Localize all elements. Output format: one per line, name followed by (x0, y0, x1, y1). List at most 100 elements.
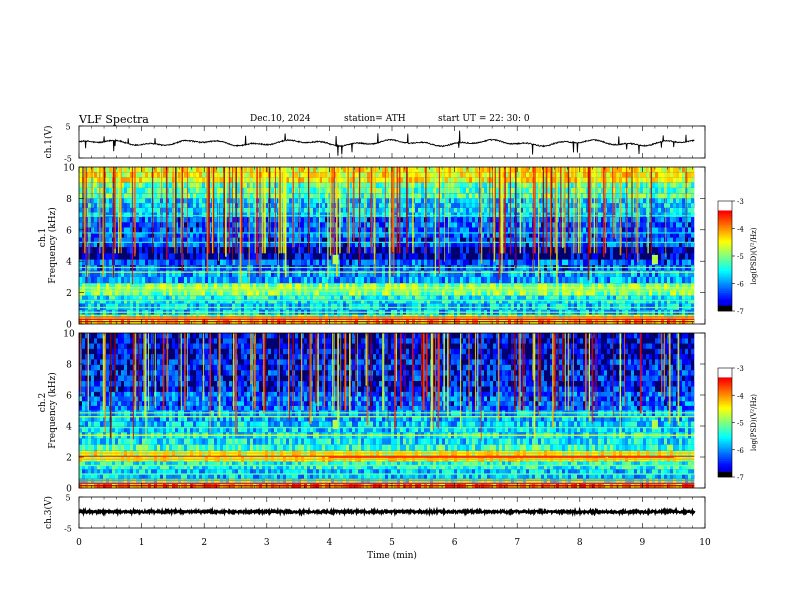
spectrogram-cell (400, 207, 403, 213)
spectrogram-cell (580, 203, 583, 208)
spectrogram-cell (82, 253, 85, 260)
spectrogram-cell (586, 167, 589, 173)
spectrogram-cell (238, 295, 241, 300)
spectrogram-cell (214, 299, 217, 304)
spectrogram-cell (418, 232, 421, 238)
spectrogram-cell (430, 172, 433, 178)
spectrogram-cell (391, 253, 394, 260)
spectrogram-cell (454, 203, 457, 208)
spectrogram-cell (322, 299, 325, 304)
spectrogram-cell (118, 207, 121, 213)
spectrogram-cell (466, 172, 469, 178)
spectrogram-cell (124, 276, 127, 284)
spectrogram-cell (568, 198, 571, 204)
spectrogram-cell (349, 167, 352, 173)
spectrogram-cell (496, 182, 499, 188)
spectrogram-cell (463, 198, 466, 204)
spectrogram-cell (376, 227, 379, 233)
spectrogram-cell (367, 276, 370, 284)
spectrogram-cell (340, 217, 343, 223)
spectrogram-cell (526, 177, 529, 183)
spectrogram-cell (415, 193, 418, 199)
spectrogram-cell (247, 217, 250, 223)
spectrogram-cell (442, 259, 445, 266)
spectrogram-cell (214, 227, 217, 233)
spectrogram-cell (505, 303, 508, 310)
spectrogram-cell (532, 295, 535, 300)
spectrogram-cell (205, 259, 208, 266)
spectrogram-cell (172, 295, 175, 300)
spectrogram-cell (385, 177, 388, 183)
spectrogram-cell (505, 222, 508, 228)
spectrogram-cell (199, 283, 202, 290)
spectrogram-cell (430, 247, 433, 254)
spectrogram-cell (508, 172, 511, 178)
spectrogram-cell (256, 303, 259, 310)
spectrogram-cell (421, 270, 424, 277)
spectrogram-cell (517, 182, 520, 188)
spectrogram-cell (487, 182, 490, 188)
spectrogram-cell (457, 193, 460, 199)
spectrogram-cell (523, 276, 526, 284)
spectrogram-cell (592, 212, 595, 218)
spectrogram-cell (475, 237, 478, 243)
spectrogram-cell (310, 167, 313, 173)
spectrogram-cell (286, 259, 289, 266)
spectrogram-cell (448, 270, 451, 277)
spectrogram-cell (346, 270, 349, 277)
spectrogram-cell (589, 276, 592, 284)
spectrogram-cell (103, 259, 106, 266)
spectrogram-cell (274, 259, 277, 266)
spectrogram-cell (178, 167, 181, 173)
spectrogram-cell (313, 167, 316, 173)
spectrogram-cell (541, 295, 544, 300)
spectrogram-cell (583, 217, 586, 223)
spectrogram-cell (586, 182, 589, 188)
spectrogram-cell (508, 276, 511, 284)
spectrogram-cell (298, 303, 301, 310)
spectrogram-cell (337, 222, 340, 228)
spectrogram-cell (262, 203, 265, 208)
spectrogram-cell (496, 207, 499, 213)
spectrogram-cell (115, 253, 118, 260)
spectrogram-cell (508, 182, 511, 188)
spectrogram-cell (571, 217, 574, 223)
spectrogram-cell (571, 295, 574, 300)
spectrogram-cell (151, 270, 154, 277)
spectrogram-cell (157, 198, 160, 204)
spectrogram-cell (202, 303, 205, 310)
spectrogram-cell (502, 177, 505, 183)
spectrogram-cell (322, 276, 325, 284)
spectrogram-cell (178, 207, 181, 213)
spectrogram-cell (88, 283, 91, 290)
spectrogram-cell (565, 303, 568, 310)
spectrogram-cell (157, 212, 160, 218)
spectrogram-cell (124, 270, 127, 277)
spectrogram-cell (187, 187, 190, 194)
spectrogram-cell (190, 303, 193, 310)
spectrogram-cell (88, 182, 91, 188)
spectrogram-cell (259, 299, 262, 304)
spectrogram-cell (367, 207, 370, 213)
spectrogram-cell (460, 222, 463, 228)
spectrogram-cell (505, 289, 508, 296)
spectrogram-cell (553, 303, 556, 310)
spectrogram-cell (142, 193, 145, 199)
spectrogram-cell (511, 242, 514, 248)
spectrogram-cell (169, 242, 172, 248)
spectrogram-cell (484, 177, 487, 183)
spectrogram-cell (316, 227, 319, 233)
spectrogram-cell (169, 259, 172, 266)
spectrogram-cell (448, 207, 451, 213)
spectrogram-cell (343, 207, 346, 213)
spectrogram-cell (184, 182, 187, 188)
spectrogram-cell (253, 253, 256, 260)
spectrogram-cell (373, 303, 376, 310)
spectrogram-cell (472, 303, 475, 310)
spectrogram-cell (364, 289, 367, 296)
spectrogram-cell (403, 247, 406, 254)
spectrogram-cell (139, 207, 142, 213)
spectrogram-cell (538, 283, 541, 290)
spectrogram-cell (403, 193, 406, 199)
spectrogram-cell (262, 172, 265, 178)
